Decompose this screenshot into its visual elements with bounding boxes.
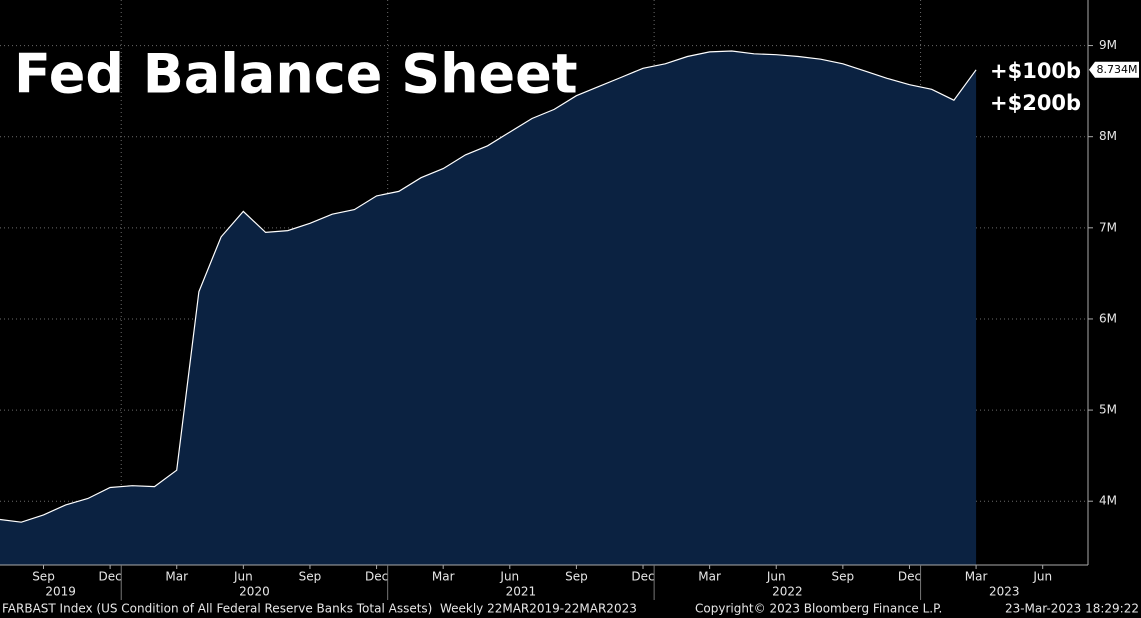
y-tick-label: 7M xyxy=(1099,220,1117,234)
x-tick-label: Mar xyxy=(432,570,455,584)
x-tick-label: Mar xyxy=(165,570,188,584)
annotation: +$100b xyxy=(990,59,1081,83)
x-tick-label: Jun xyxy=(233,570,253,584)
x-tick-label: Sep xyxy=(565,570,588,584)
axes: 4M 5M 6M 7M 8M 9M Sep Dec Mar Jun Sep Dec Mar Jun Sep D… xyxy=(32,38,1139,600)
plot-area xyxy=(0,50,977,565)
y-tick-label: 6M xyxy=(1099,311,1117,325)
y-tick-label: 8M xyxy=(1099,129,1117,143)
x-tick-label: Jun xyxy=(499,570,519,584)
x-tick-label: Sep xyxy=(32,570,55,584)
year-label: 2019 xyxy=(45,585,76,599)
year-label: 2023 xyxy=(989,585,1020,599)
footer-source: FARBAST Index (US Condition of All Feder… xyxy=(2,602,637,616)
year-label: 2020 xyxy=(239,585,270,599)
year-label: 2021 xyxy=(506,585,537,599)
x-tick-label: Mar xyxy=(698,570,721,584)
footer-timestamp: 23-Mar-2023 18:29:22 xyxy=(1005,602,1139,616)
x-tick-label: Dec xyxy=(631,570,654,584)
footer-copyright: Copyright© 2023 Bloomberg Finance L.P. xyxy=(695,602,942,616)
x-tick-label: Jun xyxy=(766,570,786,584)
last-value-box xyxy=(1089,61,1139,78)
annotation: +$200b xyxy=(990,91,1081,115)
line xyxy=(0,50,977,523)
y-tick-label: 4M xyxy=(1099,494,1117,508)
year-label: 2022 xyxy=(772,585,803,599)
x-tick-label: Sep xyxy=(832,570,855,584)
chart-title: Fed Balance Sheet xyxy=(14,43,578,106)
y-tick-label: 5M xyxy=(1099,403,1117,417)
x-tick-label: Dec xyxy=(898,570,921,584)
last-value-label: 8.734M xyxy=(1097,63,1138,76)
x-tick-label: Dec xyxy=(99,570,122,584)
x-tick-label: Dec xyxy=(365,570,388,584)
x-tick-label: Sep xyxy=(299,570,322,584)
x-tick-label: Mar xyxy=(965,570,988,584)
area-fill xyxy=(0,51,977,565)
y-tick-label: 9M xyxy=(1099,38,1117,52)
x-tick-label: Jun xyxy=(1032,570,1052,584)
